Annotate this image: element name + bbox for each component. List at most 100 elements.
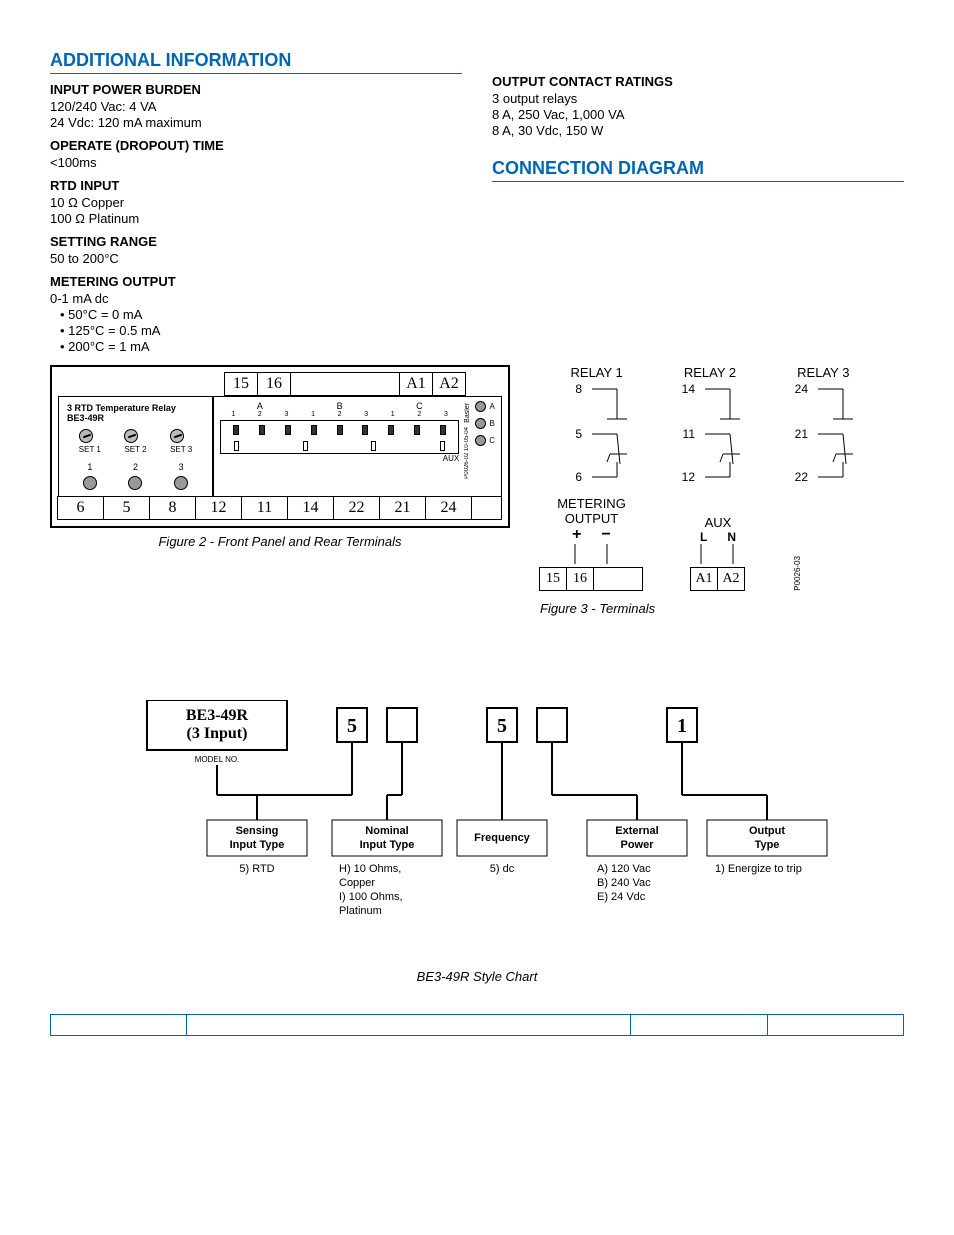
svg-text:21: 21 <box>795 427 809 441</box>
svg-text:5: 5 <box>347 715 357 737</box>
bterm-6: 6 <box>57 496 104 520</box>
figure-2: 15 16 A1 A2 3 RTD Temperature Relay BE3-… <box>50 365 510 549</box>
output-ac: 8 A, 250 Vac, 1,000 VA <box>492 107 904 122</box>
panel-left: 3 RTD Temperature Relay BE3-49R SET 1 SE… <box>58 396 213 497</box>
connection-heading: CONNECTION DIAGRAM <box>492 158 904 182</box>
num2: 2 <box>133 462 138 472</box>
svg-text:14: 14 <box>682 384 696 396</box>
relay3-schematic-icon: 24 21 22 <box>788 384 858 484</box>
abc-a: A <box>220 401 300 411</box>
svg-text:1) Energize to trip: 1) Energize to trip <box>715 863 802 875</box>
svg-text:5: 5 <box>497 715 507 737</box>
svg-text:Sensing: Sensing <box>236 825 279 837</box>
panel-title2: BE3-49R <box>67 413 104 423</box>
svg-text:MODEL NO.: MODEL NO. <box>195 755 240 764</box>
output-relays: 3 output relays <box>492 91 904 106</box>
aux-block: AUX L N A1 A2 <box>683 515 753 591</box>
abc-c: C <box>379 401 459 411</box>
label-set1: SET 1 <box>79 445 101 454</box>
aux-n: N <box>727 530 736 544</box>
aux-l: L <box>700 530 707 544</box>
rtd-10: 10 Ω Copper <box>50 195 462 210</box>
relay2-schematic-icon: 14 11 12 <box>675 384 745 484</box>
aux-title: AUX <box>683 515 753 530</box>
input-power-heading: INPUT POWER BURDEN <box>50 82 462 97</box>
setting-value: 50 to 200°C <box>50 251 462 266</box>
led-2 <box>128 476 142 490</box>
right-column: OUTPUT CONTACT RATINGS 3 output relays 8… <box>492 40 904 190</box>
relay2-title: RELAY 2 <box>675 365 745 380</box>
num3: 3 <box>179 462 184 472</box>
pnum1: P0026-02 <box>464 453 470 479</box>
side-c: C <box>489 436 495 445</box>
mo-16: 16 <box>566 567 594 591</box>
style-chart: BE3-49R (3 Input) MODEL NO. 5 5 1 <box>50 700 904 984</box>
svg-text:Type: Type <box>755 839 780 851</box>
rtd-100: 100 Ω Platinum <box>50 211 462 226</box>
svg-text:5: 5 <box>575 427 582 441</box>
svg-text:5) RTD: 5) RTD <box>239 863 274 875</box>
output-contact-heading: OUTPUT CONTACT RATINGS <box>492 74 904 89</box>
bterm-blank <box>471 496 502 520</box>
aux-a2: A2 <box>717 567 745 591</box>
fig2-caption: Figure 2 - Front Panel and Rear Terminal… <box>50 534 510 549</box>
svg-text:H) 10 Ohms,: H) 10 Ohms, <box>339 863 401 875</box>
svg-text:External: External <box>615 825 658 837</box>
meter-200: • 200°C = 1 mA <box>60 339 462 354</box>
footer-cell-1 <box>51 1015 187 1036</box>
setting-heading: SETTING RANGE <box>50 234 462 249</box>
pnum2: 10-05-04 <box>464 427 470 451</box>
svg-text:8: 8 <box>575 384 582 396</box>
svg-text:I) 100 Ohms,: I) 100 Ohms, <box>339 891 403 903</box>
svg-text:24: 24 <box>795 384 809 396</box>
mo-blank <box>593 567 643 591</box>
svg-text:11: 11 <box>683 427 696 441</box>
panel-right: A B C 123 123 123 <box>213 396 502 497</box>
aux-a1: A1 <box>690 567 718 591</box>
term-blank <box>290 372 400 396</box>
footer-table <box>50 1014 904 1036</box>
led-3 <box>174 476 188 490</box>
style-chart-caption: BE3-49R Style Chart <box>50 969 904 984</box>
aux-label: AUX <box>220 454 459 463</box>
bterm-21: 21 <box>379 496 426 520</box>
footer-cell-3 <box>631 1015 767 1036</box>
bterm-8: 8 <box>149 496 196 520</box>
meter-125: • 125°C = 0.5 mA <box>60 323 462 338</box>
figure-row: 15 16 A1 A2 3 RTD Temperature Relay BE3-… <box>50 365 904 616</box>
bterm-11: 11 <box>241 496 288 520</box>
term-a2: A2 <box>432 372 466 396</box>
burden-dc: 24 Vdc: 120 mA maximum <box>50 115 462 130</box>
bterm-24: 24 <box>425 496 472 520</box>
svg-text:5) dc: 5) dc <box>490 863 515 875</box>
svg-text:A) 120 Vac: A) 120 Vac <box>597 863 651 875</box>
svg-text:12: 12 <box>682 470 696 484</box>
schem-pnum: P0026-03 <box>793 556 802 591</box>
left-column: ADDITIONAL INFORMATION INPUT POWER BURDE… <box>50 40 462 355</box>
metering-output-block: METERING OUTPUT + − 15 16 <box>540 496 643 591</box>
mo-15: 15 <box>539 567 567 591</box>
svg-text:Power: Power <box>620 839 654 851</box>
meter-heading: METERING OUTPUT <box>50 274 462 289</box>
svg-text:(3 Input): (3 Input) <box>187 725 248 742</box>
basler-logo: Basler <box>464 403 471 423</box>
operate-value: <100ms <box>50 155 462 170</box>
svg-text:E) 24 Vdc: E) 24 Vdc <box>597 891 646 903</box>
knob-set2 <box>124 429 138 443</box>
meter-50: • 50°C = 0 mA <box>60 307 462 322</box>
svg-text:Input Type: Input Type <box>360 839 415 851</box>
svg-text:Output: Output <box>749 825 785 837</box>
rtd-heading: RTD INPUT <box>50 178 462 193</box>
operate-heading: OPERATE (DROPOUT) TIME <box>50 138 462 153</box>
panel-title1: 3 RTD Temperature Relay <box>67 403 176 413</box>
bterm-22: 22 <box>333 496 380 520</box>
svg-text:B) 240 Vac: B) 240 Vac <box>597 877 651 889</box>
fig3-caption: Figure 3 - Terminals <box>540 601 880 616</box>
burden-ac: 120/240 Vac: 4 VA <box>50 99 462 114</box>
meter-range: 0-1 mA dc <box>50 291 462 306</box>
additional-info-heading: ADDITIONAL INFORMATION <box>50 50 462 74</box>
side-b: B <box>489 419 494 428</box>
num1: 1 <box>87 462 92 472</box>
style-chart-svg: BE3-49R (3 Input) MODEL NO. 5 5 1 <box>107 700 847 960</box>
svg-text:Frequency: Frequency <box>474 832 531 844</box>
